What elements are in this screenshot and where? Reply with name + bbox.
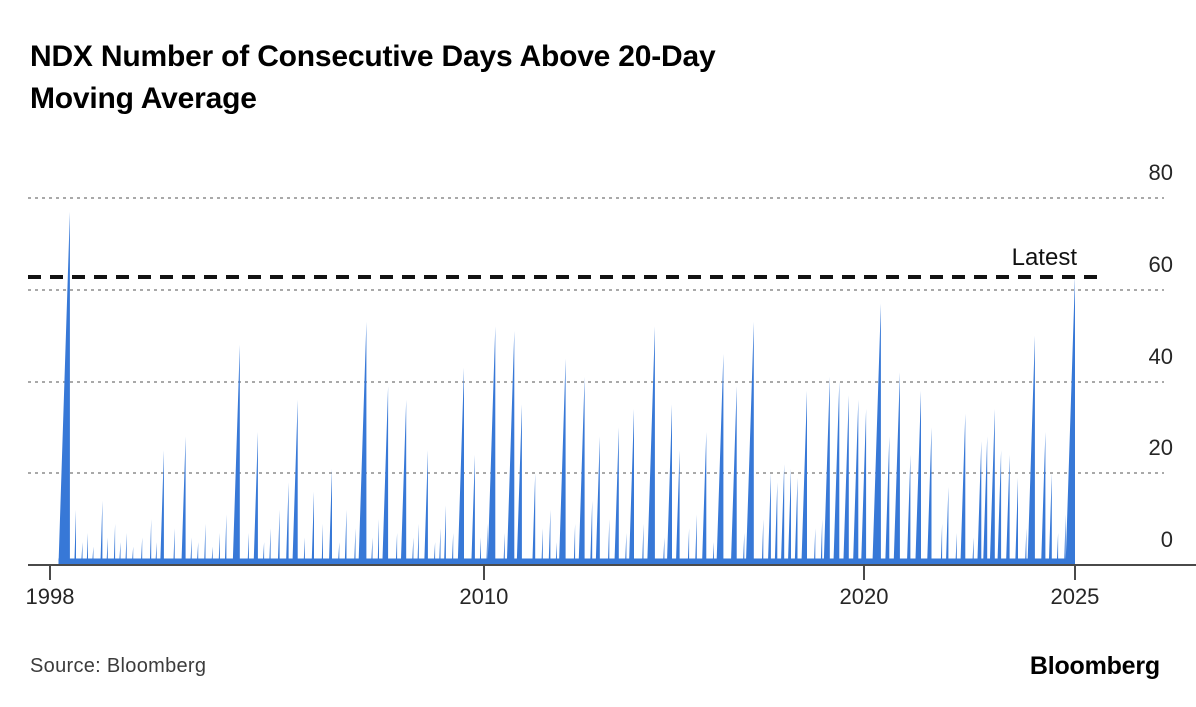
x-axis-tick-1998 (48, 565, 51, 580)
y-axis-label-0: 0 (1160, 527, 1173, 552)
spike-series-path (58, 211, 1075, 566)
x-axis-label-2010: 2010 (459, 584, 509, 609)
latest-dashed-line (28, 275, 1100, 279)
chart-region: 0 20 40 60 80 Latest 1998 2010 2020 2025 (0, 160, 1196, 630)
bloomberg-logo: Bloomberg (1029, 652, 1160, 680)
y-axis-label-40: 40 (1148, 343, 1173, 369)
x-axis-tick-2025 (1073, 565, 1076, 580)
y-axis-label-80: 80 (1148, 160, 1173, 185)
x-axis-label-1998: 1998 (25, 584, 75, 609)
title-line-2: Moving Average (30, 82, 257, 115)
base-band (58, 558, 1075, 565)
x-axis-label-2025: 2025 (1050, 584, 1100, 609)
source-label: Source: Bloomberg (30, 655, 207, 677)
gridline-y-60 (28, 288, 1164, 291)
x-axis-tick-2010 (482, 565, 485, 580)
latest-label: Latest (1011, 244, 1077, 271)
gridline-y-40 (28, 380, 1164, 383)
gridline-y-80 (28, 197, 1164, 199)
x-axis-label-2020: 2020 (839, 584, 889, 609)
spike-series-svg (58, 211, 1075, 566)
x-axis-tick-2020 (862, 565, 865, 580)
x-axis-line (28, 564, 1196, 566)
title-line-1: NDX Number of Consecutive Days Above 20-… (30, 40, 716, 73)
y-axis-label-20: 20 (1148, 435, 1173, 461)
y-axis-label-60: 60 (1148, 251, 1173, 277)
page-title: NDX Number of Consecutive Days Above 20-… (30, 36, 980, 120)
gridline-y-20 (28, 472, 1164, 475)
